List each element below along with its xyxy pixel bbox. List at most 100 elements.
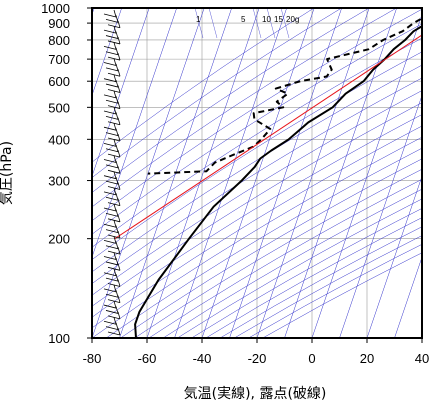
temperature-line	[134, 25, 422, 338]
isotherm-line	[366, 175, 422, 338]
wind-barb-flag	[115, 193, 119, 201]
wind-barb-flag	[115, 31, 119, 39]
wind-barb-staff	[103, 320, 117, 325]
wind-barb-staff	[105, 261, 119, 266]
series-layer	[114, 14, 422, 338]
wind-barb-flag	[117, 101, 121, 109]
isotherm-line	[201, 8, 315, 338]
mixing-ratio-label: 10	[262, 15, 271, 24]
dry-adiabat-line	[120, 158, 422, 338]
isotherm-line	[146, 8, 260, 338]
wind-barb-staff	[105, 67, 119, 72]
wind-barb-flag	[115, 79, 119, 88]
grid-layer	[92, 8, 422, 338]
wind-barb-flag	[113, 58, 117, 66]
wind-barb-flag	[117, 117, 121, 125]
tick-layer: -80 -60 -40 -20 0 20 40 100 200 300 400 500 600 700 80…	[41, 1, 429, 366]
wind-barb-flag	[117, 182, 121, 190]
wind-barb-flag	[117, 247, 121, 255]
x-tick-label: -20	[248, 351, 267, 366]
wind-barb-flag	[113, 26, 117, 34]
wind-barb-flag	[115, 273, 119, 282]
wind-barb-flag	[113, 317, 117, 325]
wind-barb-flag	[113, 9, 117, 18]
wind-barb-flag	[117, 230, 121, 239]
isotherm-line	[92, 8, 177, 258]
dry-adiabat-line	[92, 8, 422, 222]
wind-barb-flag	[113, 252, 117, 260]
y-tick-label: 400	[48, 132, 70, 147]
isotherm-line	[284, 8, 397, 338]
wind-barb-staff	[103, 288, 117, 293]
x-tick-label: -40	[193, 351, 212, 366]
wind-barb-staff	[103, 13, 117, 18]
y-tick-label: 700	[48, 52, 70, 67]
wind-barb-staff	[103, 110, 117, 115]
wind-barb-staff	[103, 62, 117, 66]
wind-barb-flag	[117, 198, 121, 206]
isotherm-line	[92, 8, 150, 178]
isotherm-line	[339, 94, 422, 338]
dry-adiabat-line	[92, 8, 370, 193]
wind-barb-flag	[115, 306, 119, 314]
wind-barb-staff	[105, 83, 119, 88]
mixing-ratio-line	[194, 8, 204, 39]
wind-barb-flag	[113, 106, 117, 115]
y-tick-label: 900	[48, 16, 70, 31]
wind-barb-flag	[115, 47, 119, 55]
wind-barb-flag	[115, 15, 119, 23]
wind-barb-staff	[103, 142, 117, 147]
wind-barb-flag	[115, 290, 119, 298]
mixing-ratio-line	[252, 8, 262, 39]
wind-barb-staff	[103, 239, 117, 244]
y-axis-title: 気圧(hPa)	[0, 141, 15, 205]
wind-barb-flag	[117, 85, 121, 93]
wind-barb-staff	[105, 310, 119, 314]
dry-adiabat-line	[92, 77, 422, 285]
wind-barb-staff	[103, 159, 117, 163]
wind-barb-staff	[103, 256, 117, 260]
wind-barb-flag	[113, 220, 117, 228]
x-tick-label: 40	[415, 351, 429, 366]
isotherm-line	[174, 8, 287, 338]
wind-barb-staff	[105, 99, 119, 104]
isotherm-line	[256, 8, 370, 338]
wind-barb-flag	[113, 123, 117, 131]
dry-adiabat-line	[92, 90, 422, 296]
dry-adiabat-line	[92, 125, 422, 329]
wind-barb-staff	[103, 29, 117, 34]
wind-barb-flag	[115, 160, 119, 169]
wind-barb-staff	[103, 304, 117, 309]
wind-barb-staff	[103, 78, 117, 83]
wind-barb-flag	[117, 20, 121, 28]
wind-barb-flag	[115, 241, 119, 249]
wind-barb-staff	[103, 272, 117, 277]
dry-adiabat-line	[92, 114, 422, 318]
wind-barb-staff	[105, 51, 119, 56]
wind-barb-flag	[115, 144, 119, 152]
wind-barb-staff	[105, 19, 119, 23]
dry-adiabat-line	[106, 147, 422, 338]
isotherm-line	[92, 8, 122, 97]
mixing-ratio-labels: 1 5 10 15 20g	[196, 15, 299, 24]
dry-adiabat-line	[92, 8, 315, 163]
wind-barb-flag	[113, 171, 117, 179]
wind-barb-flag	[113, 42, 117, 50]
wind-barb-staff	[103, 191, 117, 196]
wind-barb-flag	[113, 203, 117, 212]
mixing-ratio-line	[266, 8, 276, 39]
y-tick-label: 300	[48, 174, 70, 189]
isotherm-line	[229, 8, 342, 338]
wind-barb-flag	[117, 150, 121, 158]
dry-adiabat-line	[163, 188, 422, 338]
y-tick-label: 800	[48, 33, 70, 48]
mixing-ratio-label: 1	[196, 15, 201, 24]
dry-adiabat-line	[92, 8, 342, 178]
wind-barb-staff	[105, 245, 119, 250]
wind-barb-staff	[103, 223, 117, 228]
wind-barb-staff	[105, 196, 119, 201]
wind-barb-flag	[117, 133, 121, 142]
wind-barb-staff	[105, 35, 119, 39]
wind-barb-flag	[115, 128, 119, 136]
x-axis-title: 気温(実線), 露点(破線)	[184, 386, 327, 402]
